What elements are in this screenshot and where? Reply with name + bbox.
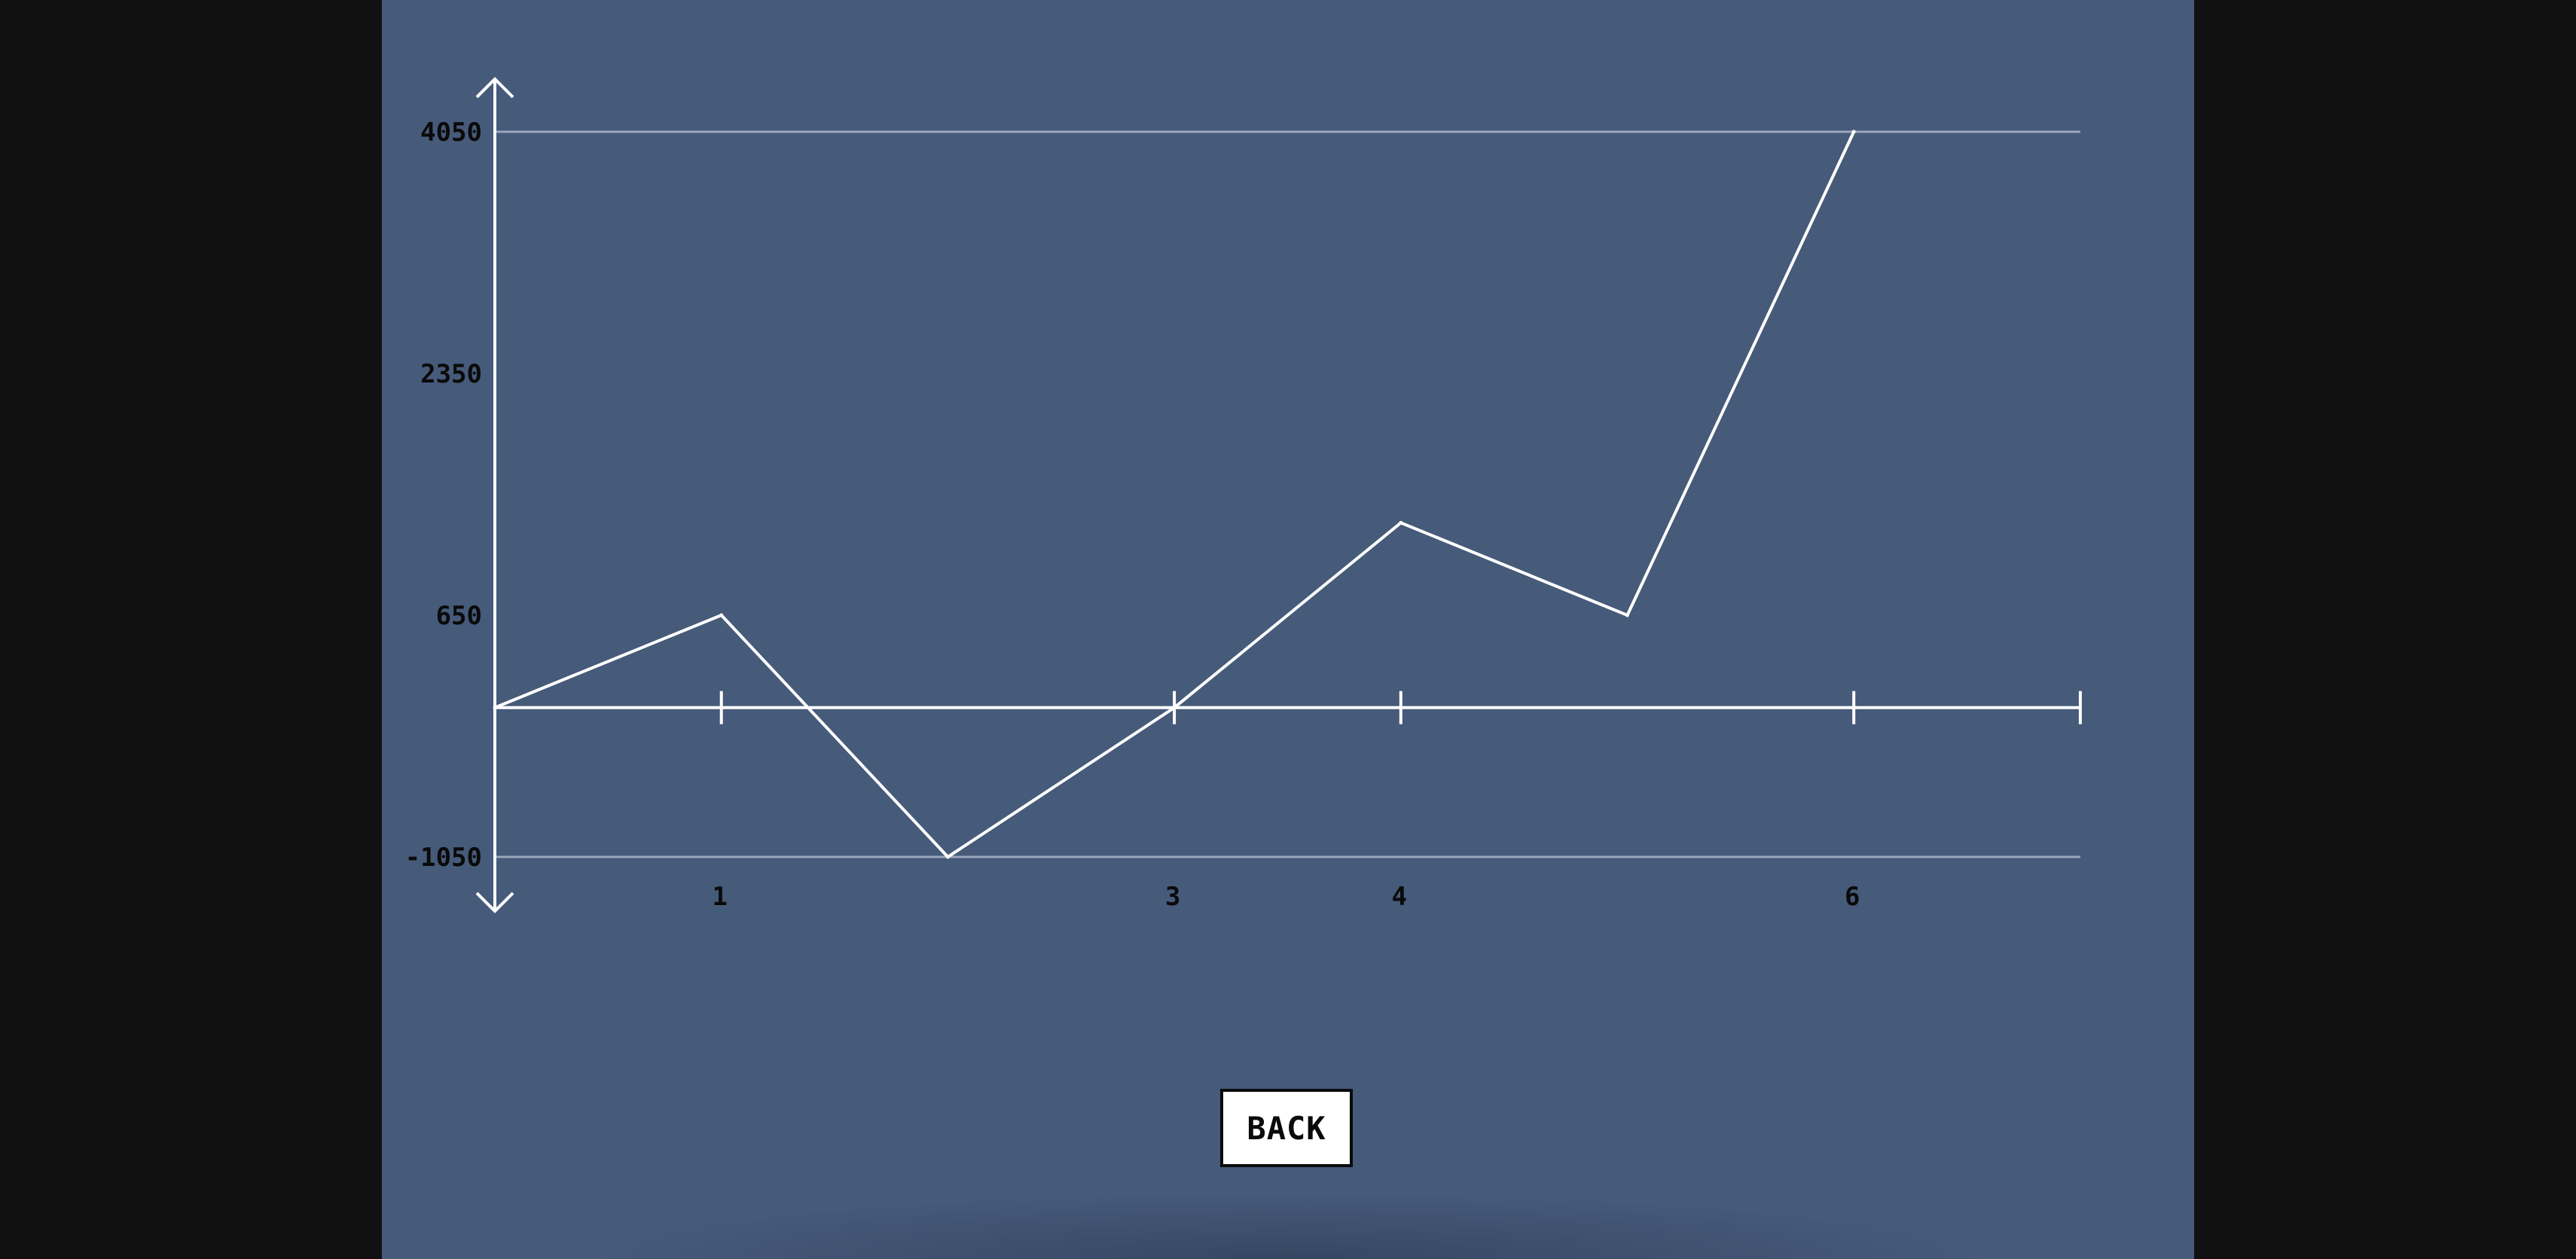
y-tick-label: -1050 xyxy=(405,843,482,873)
letterbox-right xyxy=(2194,0,2576,1259)
x-tick-label: 1 xyxy=(712,882,727,912)
back-button[interactable]: BACK xyxy=(1220,1089,1353,1167)
data-point-0-1 xyxy=(719,613,724,617)
series-line-0 xyxy=(494,131,1856,859)
data-point-0-5 xyxy=(1625,613,1629,617)
data-point-0-3 xyxy=(1172,706,1177,710)
back-button-label: BACK xyxy=(1247,1109,1326,1147)
x-tick-label: 3 xyxy=(1165,882,1180,912)
data-point-0-6 xyxy=(1851,130,1856,134)
series xyxy=(493,130,1856,859)
data-point-0-0 xyxy=(493,706,497,710)
y-tick-labels: 4050 2350 650 -1050 xyxy=(405,117,482,873)
y-axis-arrow-down xyxy=(475,892,514,913)
data-point-0-4 xyxy=(1399,520,1403,525)
y-tick-label: 4050 xyxy=(420,117,482,148)
x-tick-label: 4 xyxy=(1392,882,1407,912)
y-tick-label: 650 xyxy=(436,601,482,631)
panel-bottom-shade xyxy=(570,1191,2006,1259)
axes xyxy=(475,77,2082,913)
letterbox-left xyxy=(0,0,382,1259)
y-axis-arrow-up xyxy=(475,77,514,99)
y-tick-label: 2350 xyxy=(420,359,482,389)
x-tick-labels: 1 3 4 6 xyxy=(712,882,1860,912)
data-point-0-2 xyxy=(945,855,950,859)
gridlines xyxy=(495,130,2080,858)
x-tick-label: 6 xyxy=(1845,882,1860,912)
